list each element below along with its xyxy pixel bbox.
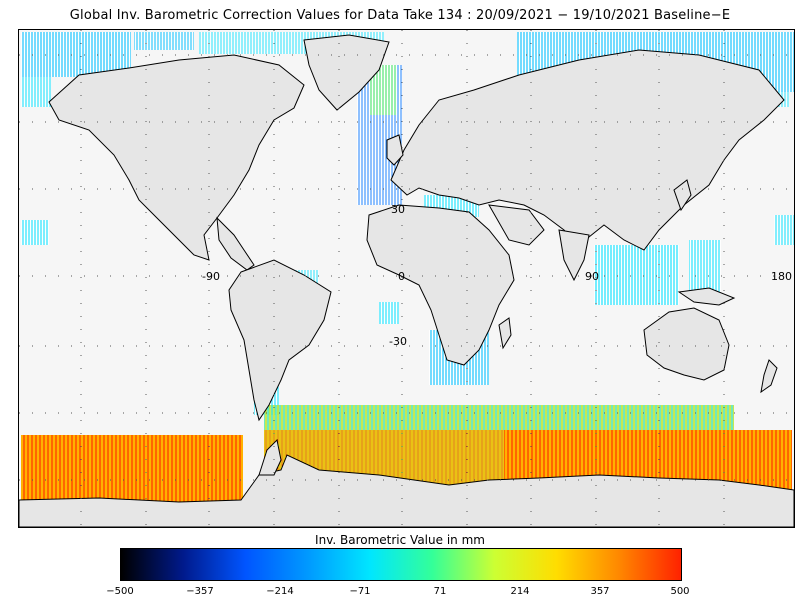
land-new-zealand — [760, 359, 778, 394]
land-japan — [673, 179, 692, 212]
colorbar-tick-label: −214 — [266, 586, 294, 597]
land-north-america — [48, 54, 305, 261]
land-india — [558, 229, 590, 282]
lat-label-30s: -30 — [389, 335, 407, 348]
lon-label-90w: -90 — [202, 270, 220, 283]
colorbar — [120, 548, 682, 581]
land-australia — [643, 307, 730, 381]
land-antarctic-peninsula — [258, 438, 282, 476]
colorbar-tick-label: 214 — [510, 586, 530, 597]
map-canvas — [19, 30, 794, 527]
colorbar-tick-label: −357 — [186, 586, 214, 597]
lon-label-180: 180 — [771, 270, 792, 283]
colorbar-tick-label: −71 — [349, 586, 371, 597]
lat-label-30n: 30 — [391, 203, 405, 216]
land-central-america — [216, 216, 255, 271]
colorbar-tick-label: −500 — [106, 586, 134, 597]
colorbar-tick-label: 71 — [433, 586, 447, 597]
land-africa — [366, 204, 515, 366]
colorbar-tick-label: 357 — [590, 586, 610, 597]
land-masses — [19, 34, 794, 527]
map-title: Global Inv. Barometric Correction Values… — [69, 8, 731, 23]
land-greenland — [303, 34, 390, 111]
world-map: 30 -30 -90 0 90 180 — [18, 29, 795, 528]
lon-label-90e: 90 — [585, 270, 599, 283]
land-uk — [386, 134, 404, 166]
land-madagascar — [498, 317, 512, 350]
land-new-guinea — [677, 287, 736, 306]
lon-label-0: 0 — [398, 270, 405, 283]
land-arabia — [488, 204, 545, 246]
land-antarctica — [19, 454, 794, 527]
colorbar-tick-label: 500 — [670, 586, 690, 597]
colorbar-title: Inv. Barometric Value in mm — [315, 533, 485, 547]
land-south-america — [228, 259, 332, 422]
